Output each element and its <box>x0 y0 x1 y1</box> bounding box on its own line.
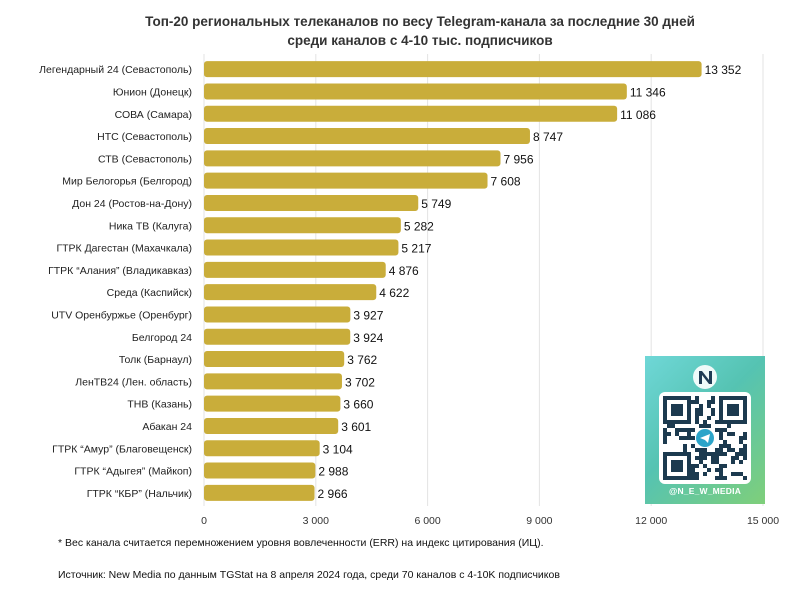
bar <box>204 417 339 434</box>
value-label: 4 622 <box>379 286 409 300</box>
x-tick-label: 0 <box>201 515 207 527</box>
bar <box>204 373 342 390</box>
bar <box>204 261 386 278</box>
category-label: ГТРК “Адыгея” (Майкоп) <box>74 466 192 478</box>
category-label: ГТРК “Алания” (Владикавказ) <box>48 265 192 277</box>
bar <box>204 351 345 368</box>
category-label: Абакан 24 <box>142 421 192 433</box>
bar <box>204 440 320 457</box>
value-label: 4 876 <box>389 264 419 278</box>
bar <box>204 284 377 301</box>
value-label: 5 749 <box>421 197 451 211</box>
x-tick-label: 15 000 <box>747 515 779 527</box>
category-label: Легендарный 24 (Севастополь) <box>39 64 192 76</box>
value-label: 8 747 <box>533 130 563 144</box>
new-media-logo-icon <box>693 365 717 389</box>
category-label: НТС (Севастополь) <box>97 131 192 143</box>
category-label: ГТРК “КБР” (Нальчик) <box>87 488 192 500</box>
bar <box>204 217 401 234</box>
category-label: Мир Белогорья (Белгород) <box>62 176 192 188</box>
bar <box>204 462 316 479</box>
category-label: СТВ (Севастополь) <box>98 153 192 165</box>
value-label: 7 608 <box>491 175 521 189</box>
bar <box>204 328 351 345</box>
bar <box>204 61 702 78</box>
category-label: Ника ТВ (Калуга) <box>109 220 192 232</box>
category-label: ЛенТВ24 (Лен. область) <box>75 376 192 388</box>
value-label: 3 702 <box>345 375 375 389</box>
bar <box>204 395 341 412</box>
category-label: ГТРК “Амур” (Благовещенск) <box>52 443 192 455</box>
bar <box>204 150 501 167</box>
category-label: ГТРК Дагестан (Махачкала) <box>56 243 192 255</box>
ticks-layer: 0 3 000 6 000 9 000 12 000 15 000 <box>201 515 779 527</box>
category-label: Среда (Каспийск) <box>107 287 192 299</box>
value-label: 2 966 <box>318 487 348 501</box>
qr-promo-card[interactable]: @N_E_W_MEDIA <box>645 356 765 504</box>
bar <box>204 172 488 189</box>
labels-layer: Легендарный 24 (Севастополь) 13 352 Юнион … <box>39 63 742 501</box>
value-label: 3 660 <box>343 398 373 412</box>
value-label: 7 956 <box>503 152 533 166</box>
category-label: ТНВ (Казань) <box>127 399 192 411</box>
value-label: 3 924 <box>353 331 383 345</box>
category-label: UTV Оренбуржье (Оренбург) <box>51 309 192 321</box>
bar <box>204 128 530 145</box>
source-note: Источник: New Media по данным TGStat на … <box>58 569 560 581</box>
promo-handle: @N_E_W_MEDIA <box>668 486 742 496</box>
bar <box>204 306 351 323</box>
value-label: 3 104 <box>323 442 353 456</box>
value-label: 3 601 <box>341 420 371 434</box>
bars-layer <box>204 61 702 501</box>
x-tick-label: 6 000 <box>414 515 440 527</box>
category-label: Юнион (Донецк) <box>113 86 192 98</box>
chart-title: Топ-20 региональных телеканалов по весу … <box>120 12 720 50</box>
bar <box>204 105 618 122</box>
bar <box>204 194 419 211</box>
chart-title-line1: Топ-20 региональных телеканалов по весу … <box>145 14 695 29</box>
value-label: 11 346 <box>630 85 666 99</box>
value-label: 11 086 <box>620 108 656 122</box>
value-label: 3 927 <box>353 308 383 322</box>
category-label: Дон 24 (Ростов-на-Дону) <box>72 198 192 210</box>
qr-code-box <box>659 392 751 484</box>
value-label: 13 352 <box>705 63 742 77</box>
bar <box>204 239 399 256</box>
value-label: 5 217 <box>401 242 431 256</box>
category-label: Толк (Барнаул) <box>119 354 192 366</box>
footnote: * Вес канала считается перемножением уро… <box>58 537 544 549</box>
chart-title-line2: среди каналов с 4-10 тыс. подписчиков <box>287 33 553 48</box>
x-tick-label: 9 000 <box>526 515 552 527</box>
bar <box>204 83 627 100</box>
value-label: 3 762 <box>347 353 377 367</box>
category-label: СОВА (Самара) <box>115 109 192 121</box>
x-tick-label: 3 000 <box>303 515 329 527</box>
category-label: Белгород 24 <box>132 332 192 344</box>
value-label: 5 282 <box>404 219 434 233</box>
bar <box>204 484 315 501</box>
value-label: 2 988 <box>318 465 348 479</box>
x-tick-label: 12 000 <box>635 515 667 527</box>
bar-chart: Легендарный 24 (Севастополь) 13 352 Юнион … <box>39 54 779 527</box>
qr-code-icon <box>663 396 747 480</box>
